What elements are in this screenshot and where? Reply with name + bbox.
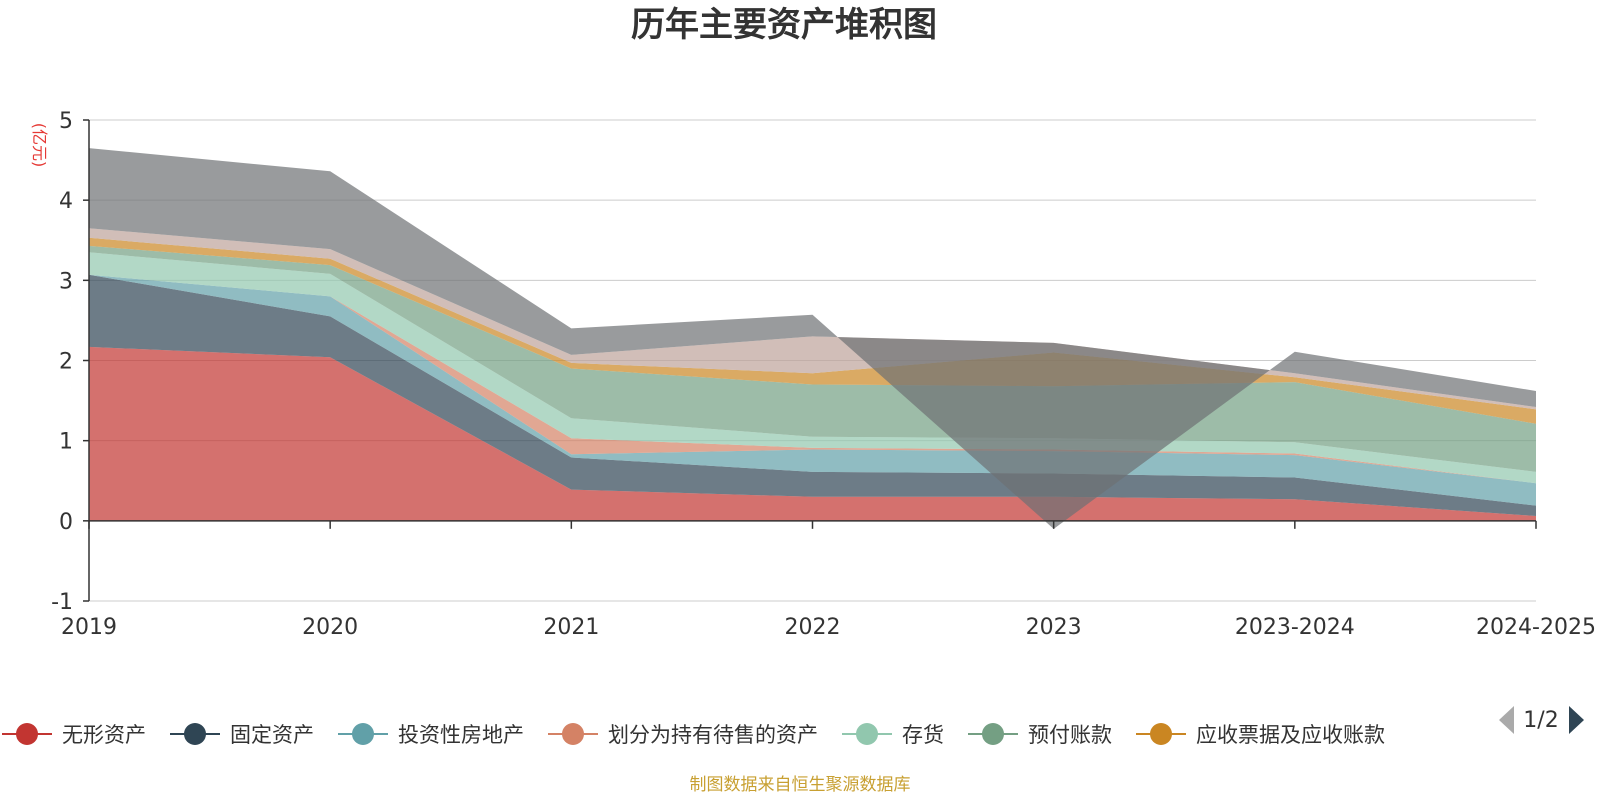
legend-prev-icon[interactable] bbox=[1499, 706, 1514, 734]
legend-label: 固定资产 bbox=[230, 723, 314, 747]
y-tick-label: 0 bbox=[59, 510, 73, 535]
legend-next-icon[interactable] bbox=[1569, 706, 1584, 734]
legend-item-7[interactable]: 应收票据及应收账款 bbox=[1136, 723, 1385, 747]
area-5 bbox=[89, 252, 1536, 484]
legend-dot bbox=[16, 723, 38, 745]
legend-label: 预付账款 bbox=[1028, 723, 1112, 747]
legend-dot bbox=[1150, 723, 1172, 745]
x-tick-label: 2023-2024 bbox=[1235, 615, 1355, 640]
y-tick-label: -1 bbox=[51, 590, 73, 615]
legend-dot bbox=[982, 723, 1004, 745]
legend-label: 应收票据及应收账款 bbox=[1196, 723, 1385, 747]
area-2 bbox=[89, 274, 1536, 516]
legend-item-6[interactable]: 预付账款 bbox=[968, 723, 1112, 747]
x-tick-label: 2023 bbox=[1026, 615, 1082, 640]
legend-dot bbox=[184, 723, 206, 745]
legend-dot bbox=[856, 723, 878, 745]
x-tick-label: 2022 bbox=[785, 615, 841, 640]
legend-item-5[interactable]: 存货 bbox=[842, 723, 944, 747]
x-tick-label: 2020 bbox=[302, 615, 358, 640]
legend-item-3[interactable]: 投资性房地产 bbox=[338, 723, 524, 747]
area-9 bbox=[89, 148, 1536, 529]
y-tick-label: 1 bbox=[59, 430, 73, 455]
legend-item-4[interactable]: 划分为持有待售的资产 bbox=[548, 723, 818, 747]
legend-label: 投资性房地产 bbox=[398, 723, 524, 747]
x-tick-label: 2024-2025 bbox=[1476, 615, 1596, 640]
legend-label: 划分为持有待售的资产 bbox=[608, 723, 818, 747]
legend-item-2[interactable]: 固定资产 bbox=[170, 723, 314, 747]
legend-dot bbox=[562, 723, 584, 745]
tick-labels: -1 0 1 2 3 4 5 2019 2020 2021 2022 2023 2023-2024 202… bbox=[51, 109, 1596, 640]
legend-dot bbox=[352, 723, 374, 745]
x-tick-label: 2021 bbox=[543, 615, 599, 640]
y-tick-label: 5 bbox=[59, 109, 73, 134]
legend-page-indicator: 1/2 bbox=[1523, 708, 1558, 733]
legend-item-1[interactable]: 无形资产 bbox=[2, 723, 146, 747]
y-tick-label: 4 bbox=[59, 189, 73, 214]
chart-title: 历年主要资产堆积图 bbox=[631, 5, 937, 45]
x-tick-label: 2019 bbox=[61, 615, 117, 640]
y-axis-label: (亿元) bbox=[30, 123, 49, 168]
y-tick-label: 2 bbox=[59, 350, 73, 375]
axes bbox=[83, 119, 1537, 602]
legend-label: 无形资产 bbox=[62, 723, 146, 747]
legend: 无形资产 固定资产 投资性房地产 划分为持有待售的资产 存货 预付账款 应收票据及应收账款 bbox=[2, 723, 1385, 747]
area-1 bbox=[89, 346, 1536, 521]
legend-label: 存货 bbox=[902, 723, 944, 747]
y-tick-label: 3 bbox=[59, 269, 73, 294]
area-series bbox=[89, 148, 1536, 529]
legend-pager: 1/2 bbox=[1499, 706, 1584, 734]
area-3 bbox=[89, 274, 1536, 506]
data-source-note: 制图数据来自恒生聚源数据库 bbox=[690, 775, 911, 795]
